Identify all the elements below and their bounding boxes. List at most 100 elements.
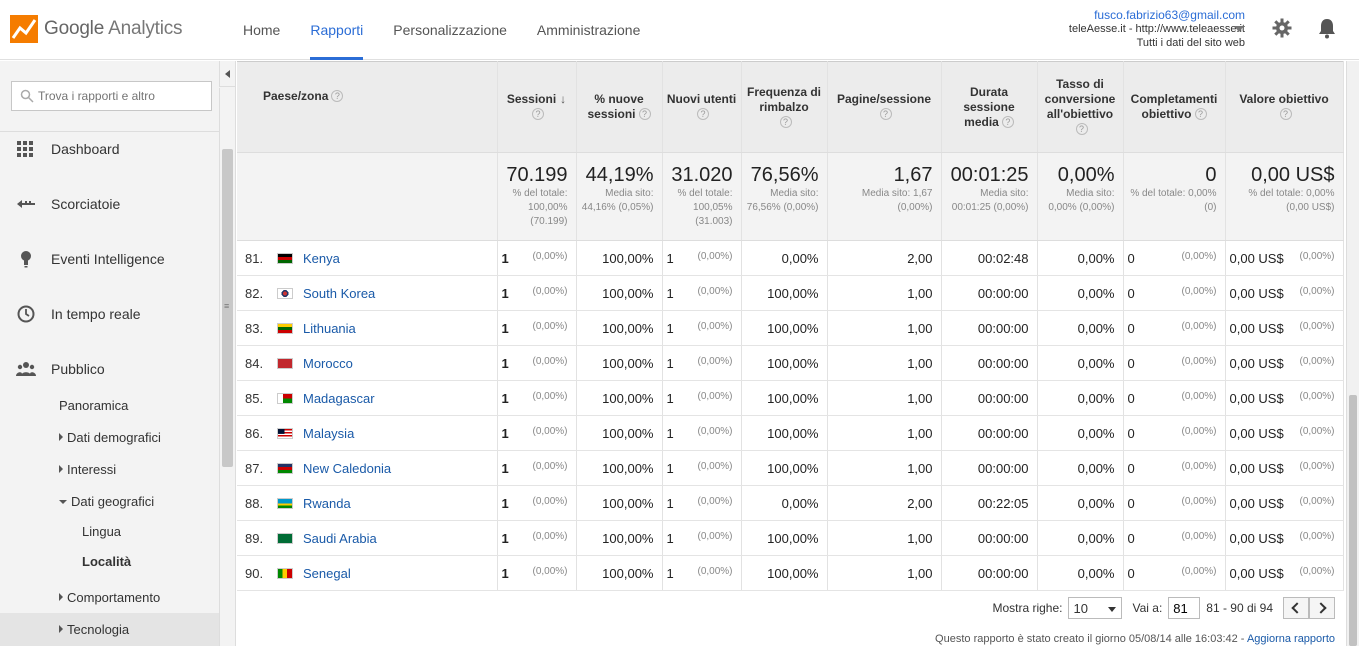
grid-icon: [17, 141, 33, 157]
collapse-arrow-icon: [59, 500, 67, 504]
help-icon[interactable]: ?: [779, 115, 792, 128]
goals-value: 0: [1127, 390, 1135, 406]
goals-cell: 0 (0,00%): [1123, 520, 1226, 556]
new-users-cell: 1 (0,00%): [662, 345, 742, 381]
sidebar-sub-lingua[interactable]: Lingua: [82, 524, 122, 539]
col-header-rimbalzo[interactable]: Frequenza di rimbalzo?: [741, 61, 828, 153]
country-cell: 85. Madagascar: [237, 380, 498, 416]
new-users-pct: (0,00%): [697, 285, 733, 297]
refresh-report-link[interactable]: Aggiorna rapporto: [1246, 633, 1335, 645]
sidebar-item-scorciatoie[interactable]: Scorciatoie: [0, 187, 219, 221]
nav-amministrazione[interactable]: Amministrazione: [536, 22, 641, 38]
goals-cell: 0 (0,00%): [1123, 275, 1226, 311]
sidebar-sub-comportamento[interactable]: Comportamento: [59, 590, 160, 605]
help-icon[interactable]: ?: [1279, 108, 1292, 120]
help-icon[interactable]: ?: [697, 108, 709, 120]
conversion-cell: 0,00%: [1037, 240, 1124, 276]
search-input[interactable]: [38, 89, 208, 103]
help-icon[interactable]: ?: [1075, 123, 1088, 135]
gear-icon[interactable]: [1272, 18, 1292, 38]
col-header-paese[interactable]: Paese/zona?: [237, 61, 498, 153]
total-value: 00:01:25: [950, 164, 1029, 186]
pages-cell: 1,00: [827, 450, 942, 486]
nav-rapporti[interactable]: Rapporti: [295, 0, 378, 60]
col-header-label: Paese/zona: [263, 89, 329, 103]
table-row: 86. Malaysia 1 (0,00%) 100,00% 1 (0,00%) 100,00…: [237, 415, 1344, 451]
row-rank: 82.: [245, 285, 264, 301]
sessions-pct: (0,00%): [532, 250, 568, 262]
sidebar-item-pubblico[interactable]: Pubblico: [0, 352, 219, 386]
next-page-button[interactable]: [1309, 597, 1335, 619]
sidebar-sub-localita[interactable]: Località: [82, 554, 132, 569]
country-link[interactable]: Morocco: [303, 355, 353, 371]
help-icon[interactable]: ?: [879, 108, 892, 120]
help-icon[interactable]: ?: [1001, 115, 1014, 128]
sidebar-item-dashboard[interactable]: Dashboard: [0, 132, 219, 166]
total-sub: Media sito: 44,16% (0,05%): [581, 188, 654, 213]
col-header-pagine-sessione[interactable]: Pagine/sessione?: [827, 61, 942, 153]
value-value: 0,00 US$: [1229, 565, 1284, 581]
sidebar-item-tempo-reale[interactable]: In tempo reale: [0, 297, 219, 331]
sidebar-sub-panoramica[interactable]: Panoramica: [59, 398, 129, 413]
country-link[interactable]: Lithuania: [303, 320, 356, 336]
sidebar-sub-dati-geografici[interactable]: Dati geografici: [59, 494, 154, 509]
col-header-completamenti[interactable]: Completamenti obiettivo?: [1123, 61, 1226, 153]
account-dropdown-icon[interactable]: [1234, 26, 1244, 32]
value-value: 0,00 US$: [1229, 425, 1284, 441]
col-header-nuovi-utenti[interactable]: Nuovi utenti?: [662, 61, 742, 153]
duration-cell: 00:00:00: [941, 450, 1038, 486]
sidebar-item-label: Dashboard: [51, 141, 120, 157]
prev-page-button[interactable]: [1283, 597, 1309, 619]
col-header-tasso-conversione[interactable]: Tasso di conversione all'obiettivo?: [1037, 61, 1124, 153]
col-header-durata[interactable]: Durata sessione media?: [941, 61, 1038, 153]
sidebar-sub-dati-demografici[interactable]: Dati demografici: [59, 430, 161, 445]
sessions-cell: 1 (0,00%): [497, 485, 577, 521]
country-link[interactable]: Malaysia: [303, 425, 355, 441]
help-icon[interactable]: ?: [1194, 108, 1207, 120]
country-link[interactable]: South Korea: [303, 285, 376, 301]
sidebar-item-label: Pubblico: [51, 361, 105, 377]
country-link[interactable]: Senegal: [303, 565, 351, 581]
report-search-box[interactable]: [11, 81, 212, 111]
country-link[interactable]: Saudi Arabia: [303, 530, 377, 546]
goals-pct: (0,00%): [1181, 320, 1217, 332]
sidebar-item-eventi-intelligence[interactable]: Eventi Intelligence: [0, 242, 219, 276]
bounce-cell: 100,00%: [741, 310, 828, 346]
goals-cell: 0 (0,00%): [1123, 415, 1226, 451]
country-link[interactable]: Madagascar: [303, 390, 375, 406]
row-rank: 83.: [245, 320, 264, 336]
sidebar-sub-interessi[interactable]: Interessi: [59, 462, 116, 477]
expand-arrow-icon: [59, 433, 63, 441]
madagascar-flag-icon: [277, 392, 293, 404]
country-link[interactable]: New Caledonia: [303, 460, 392, 476]
col-header-sessioni[interactable]: Sessioni ↓?: [497, 61, 577, 153]
country-link[interactable]: Rwanda: [303, 495, 351, 511]
sessions-value: 1: [501, 565, 509, 581]
bounce-cell: 100,00%: [741, 450, 828, 486]
sidebar-resize-grip-icon[interactable]: ≡: [224, 301, 230, 311]
google-analytics-logo[interactable]: Google Analytics: [10, 14, 183, 44]
country-link[interactable]: Kenya: [303, 250, 340, 266]
goto-page-input[interactable]: [1168, 597, 1201, 619]
col-header-nuove-sessioni[interactable]: % nuove sessioni?: [576, 61, 663, 153]
sidebar-sub-tecnologia[interactable]: Tecnologia: [59, 622, 129, 637]
senegal-flag-icon: [277, 567, 293, 579]
nav-personalizzazione[interactable]: Personalizzazione: [393, 22, 507, 38]
help-icon[interactable]: ?: [532, 108, 544, 120]
expand-arrow-icon: [59, 593, 63, 601]
rows-per-page-select[interactable]: 10: [1068, 597, 1123, 619]
table-row: 84. Morocco 1 (0,00%) 100,00% 1 (0,00%) 100,00%…: [237, 345, 1344, 381]
sidebar-scrollbar-thumb[interactable]: [222, 149, 233, 467]
help-icon[interactable]: ?: [331, 90, 344, 102]
sidebar-collapse-button[interactable]: [219, 61, 235, 87]
duration-cell: 00:00:00: [941, 555, 1038, 591]
col-header-valore[interactable]: Valore obiettivo?: [1225, 61, 1344, 153]
notifications-bell-icon[interactable]: [1317, 17, 1337, 39]
col-header-label: Completamenti obiettivo: [1130, 92, 1218, 121]
nav-home[interactable]: Home: [243, 22, 281, 38]
value-value: 0,00 US$: [1229, 250, 1284, 266]
goals-value: 0: [1127, 355, 1135, 371]
page-scrollbar-thumb[interactable]: [1349, 395, 1357, 646]
account-selector[interactable]: fusco.fabrizio63@gmail.com teleAesse.it …: [1069, 8, 1245, 50]
help-icon[interactable]: ?: [638, 108, 651, 120]
